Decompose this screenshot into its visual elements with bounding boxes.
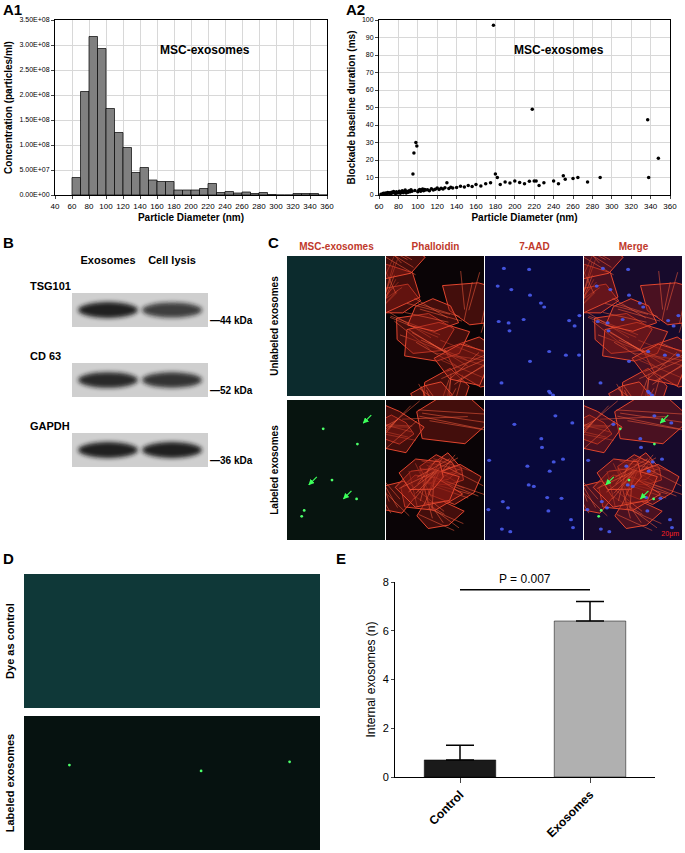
svg-text:3.00E+08: 3.00E+08 [19, 41, 49, 48]
svg-text:200: 200 [184, 202, 198, 211]
svg-text:60: 60 [375, 202, 384, 211]
svg-text:4: 4 [383, 673, 389, 685]
svg-text:Cell lysis: Cell lysis [148, 254, 196, 266]
svg-text:120: 120 [431, 202, 445, 211]
svg-text:100: 100 [362, 16, 374, 23]
svg-text:Merge: Merge [619, 241, 649, 252]
html-text:A1: A1 [3, 1, 23, 18]
svg-text:80: 80 [394, 202, 403, 211]
svg-text:10: 10 [366, 174, 374, 181]
svg-text:Particle Diameter (nm): Particle Diameter (nm) [471, 212, 577, 223]
svg-text:Labeled exosomes: Labeled exosomes [4, 734, 16, 832]
svg-text:260: 260 [235, 202, 249, 211]
html-text:D: D [3, 550, 14, 567]
svg-text:40: 40 [366, 121, 374, 128]
svg-text:240: 240 [218, 202, 232, 211]
svg-text:320: 320 [625, 202, 639, 211]
svg-text:240: 240 [547, 202, 561, 211]
svg-text:360: 360 [663, 202, 677, 211]
svg-text:60: 60 [366, 86, 374, 93]
svg-text:Dye as control: Dye as control [4, 603, 16, 679]
svg-text:80: 80 [85, 202, 94, 211]
svg-text:20: 20 [366, 156, 374, 163]
svg-text:MSC-exosomes: MSC-exosomes [160, 43, 250, 57]
svg-text:0: 0 [370, 191, 374, 198]
svg-text:90: 90 [366, 34, 374, 41]
svg-text:Exosomes: Exosomes [80, 254, 135, 266]
svg-text:1.50E+08: 1.50E+08 [19, 116, 49, 123]
svg-text:0.00E+00: 0.00E+00 [19, 191, 49, 198]
svg-text:100: 100 [411, 202, 425, 211]
svg-text:TSG101: TSG101 [30, 280, 71, 292]
svg-text:320: 320 [286, 202, 300, 211]
svg-text:140: 140 [450, 202, 464, 211]
svg-text:GAPDH: GAPDH [30, 420, 70, 432]
svg-text:340: 340 [303, 202, 317, 211]
svg-text:70: 70 [366, 69, 374, 76]
svg-text:300: 300 [605, 202, 619, 211]
svg-text:140: 140 [133, 202, 147, 211]
svg-text:—44 kDa: —44 kDa [210, 315, 253, 326]
svg-text:280: 280 [252, 202, 266, 211]
svg-text:180: 180 [167, 202, 181, 211]
svg-text:0: 0 [383, 771, 389, 783]
svg-text:80: 80 [366, 51, 374, 58]
html-text:E: E [336, 550, 346, 567]
html-text:B: B [3, 234, 14, 251]
svg-text:MSC-exosomes: MSC-exosomes [299, 241, 374, 252]
svg-text:60: 60 [68, 202, 77, 211]
svg-text:CD 63: CD 63 [30, 350, 61, 362]
html-text:C: C [268, 234, 279, 251]
svg-text:7-AAD: 7-AAD [519, 241, 550, 252]
svg-text:260: 260 [566, 202, 580, 211]
svg-text:8: 8 [383, 576, 389, 588]
svg-text:100: 100 [99, 202, 113, 211]
svg-text:160: 160 [150, 202, 164, 211]
svg-text:200: 200 [508, 202, 522, 211]
svg-text:1.00E+08: 1.00E+08 [19, 141, 49, 148]
svg-text:360: 360 [320, 202, 334, 211]
svg-text:5.00E+07: 5.00E+07 [19, 166, 49, 173]
svg-text:120: 120 [116, 202, 130, 211]
svg-text:Blockade baseline duration (ms: Blockade baseline duration (ms) [346, 31, 357, 185]
svg-text:Unlabeled exosomes: Unlabeled exosomes [269, 276, 280, 376]
svg-text:340: 340 [644, 202, 658, 211]
svg-text:Particle Diameter (nm): Particle Diameter (nm) [138, 212, 244, 223]
svg-text:3.50E+08: 3.50E+08 [19, 16, 49, 23]
svg-text:2: 2 [383, 722, 389, 734]
svg-text:160: 160 [469, 202, 483, 211]
svg-text:2.00E+08: 2.00E+08 [19, 91, 49, 98]
svg-text:20μm: 20μm [661, 530, 679, 538]
svg-text:300: 300 [269, 202, 283, 211]
svg-text:180: 180 [489, 202, 503, 211]
svg-text:220: 220 [528, 202, 542, 211]
svg-text:280: 280 [586, 202, 600, 211]
html-text:A2: A2 [346, 1, 366, 18]
svg-text:30: 30 [366, 139, 374, 146]
svg-text:Internal exosomes (n): Internal exosomes (n) [364, 621, 378, 737]
svg-text:40: 40 [51, 202, 60, 211]
svg-text:Exosomes: Exosomes [544, 788, 597, 841]
svg-text:Labeled exosomes: Labeled exosomes [269, 425, 280, 515]
svg-text:6: 6 [383, 625, 389, 637]
svg-text:50: 50 [366, 104, 374, 111]
svg-text:2.50E+08: 2.50E+08 [19, 66, 49, 73]
svg-text:P = 0.007: P = 0.007 [499, 572, 551, 586]
svg-text:220: 220 [201, 202, 215, 211]
svg-text:MSC-exosomes: MSC-exosomes [514, 43, 604, 57]
svg-text:Phalloidin: Phalloidin [412, 241, 460, 252]
svg-text:Concentration (particles/ml): Concentration (particles/ml) [3, 41, 14, 174]
svg-text:—36 kDa: —36 kDa [210, 455, 253, 466]
svg-text:Control: Control [426, 788, 466, 828]
svg-text:—52 kDa: —52 kDa [210, 385, 253, 396]
